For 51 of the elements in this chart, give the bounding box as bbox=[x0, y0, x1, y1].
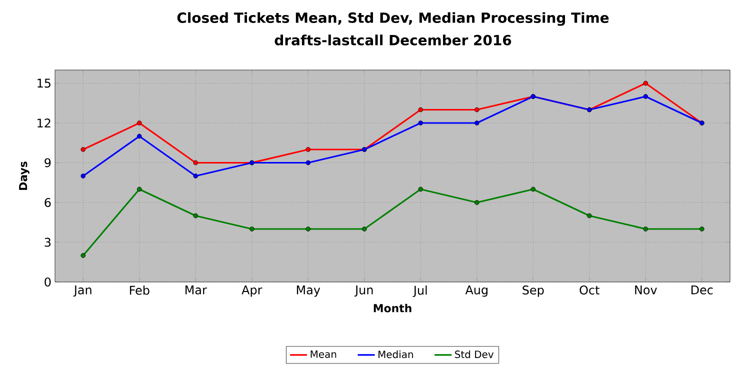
x-tick-label: Jun bbox=[354, 286, 373, 297]
point bbox=[136, 134, 142, 139]
point bbox=[249, 226, 254, 232]
legend-label: Mean bbox=[310, 350, 336, 358]
point bbox=[193, 174, 198, 178]
legend-label: Median bbox=[378, 350, 413, 358]
x-tick-label: Sep bbox=[522, 286, 544, 297]
point bbox=[474, 200, 480, 205]
y-axis-title: Days bbox=[19, 162, 30, 190]
point bbox=[306, 147, 311, 152]
x-axis-title: Month bbox=[374, 304, 412, 312]
point bbox=[136, 186, 142, 192]
y-tick-label: 6 bbox=[44, 198, 51, 208]
x-tick-label: Dec bbox=[691, 286, 713, 294]
y-tick-label: 12 bbox=[38, 118, 50, 128]
chart-title: Closed Tickets Mean, Std Dev, Median Processing Time bbox=[177, 12, 609, 26]
point bbox=[643, 94, 648, 99]
point bbox=[80, 174, 86, 178]
x-tick-label: May bbox=[296, 286, 320, 297]
point bbox=[306, 226, 311, 232]
point bbox=[80, 253, 86, 258]
legend-label: Std Dev bbox=[455, 350, 494, 358]
x-tick-label: Oct bbox=[580, 286, 600, 295]
x-tick-label: Jan bbox=[73, 286, 92, 297]
x-tick-label: Feb bbox=[130, 286, 150, 295]
x-tick-label: Apr bbox=[242, 286, 262, 297]
point bbox=[306, 160, 311, 166]
point bbox=[418, 186, 424, 192]
y-tick-label: 9 bbox=[44, 158, 51, 168]
x-tick-label: Aug bbox=[465, 286, 488, 297]
point bbox=[418, 120, 424, 126]
point bbox=[643, 80, 648, 86]
y-tick-label: 15 bbox=[38, 78, 50, 88]
x-tick-label: Jul bbox=[412, 286, 427, 297]
chart-subtitle: drafts-lastcall December 2016 bbox=[274, 34, 512, 46]
point bbox=[80, 147, 86, 152]
y-tick-label: 3 bbox=[44, 238, 51, 247]
point bbox=[418, 107, 424, 112]
point bbox=[643, 226, 648, 232]
point bbox=[474, 120, 480, 126]
point bbox=[586, 213, 592, 218]
point bbox=[362, 226, 367, 232]
point bbox=[193, 160, 198, 166]
point bbox=[699, 226, 704, 232]
point bbox=[193, 213, 198, 218]
y-tick-label: 0 bbox=[44, 277, 51, 287]
x-tick-label: Mar bbox=[186, 286, 207, 294]
x-tick-label: Nov bbox=[635, 286, 657, 294]
point bbox=[136, 120, 142, 126]
point bbox=[474, 107, 480, 112]
point bbox=[530, 186, 536, 192]
